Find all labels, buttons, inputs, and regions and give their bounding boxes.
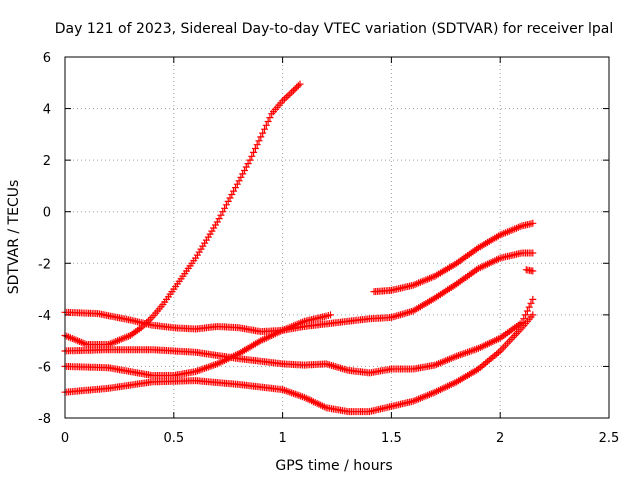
x-tick-label: 0.5 [163, 431, 184, 446]
chart-title: Day 121 of 2023, Sidereal Day-to-day VTE… [55, 21, 613, 37]
x-tick-label: 1 [278, 431, 286, 446]
y-tick-label: 0 [43, 206, 51, 221]
x-axis-label: GPS time / hours [275, 458, 392, 474]
y-tick-label: 4 [43, 103, 51, 118]
plot-frame [64, 56, 610, 419]
tick-labels: 0 0.5 1 1.5 2 2.5 -8 -6 -4 -2 0 2 4 6 [38, 51, 619, 446]
x-tick-label: 0 [61, 431, 69, 446]
y-axis-label: SDTVAR / TECUs [6, 180, 22, 295]
y-tick-label: -4 [38, 309, 51, 324]
series-middle-band [61, 295, 537, 377]
data-series [61, 80, 537, 416]
series-late-arc [370, 219, 537, 296]
x-tick-label: 2 [496, 431, 504, 446]
series-rising-arc [61, 80, 304, 348]
y-tick-label: -6 [38, 360, 51, 375]
x-tick-label: 1.5 [381, 431, 402, 446]
y-tick-label: -8 [38, 412, 51, 427]
series-markers [522, 266, 537, 275]
series-lower-rising-band [61, 311, 334, 379]
series-short-segment [522, 266, 537, 275]
y-tick-label: 2 [43, 154, 51, 169]
y-tick-label: -2 [38, 257, 51, 272]
series-markers [61, 295, 537, 377]
series-markers [61, 80, 304, 348]
series-markers [370, 219, 537, 296]
x-tick-label: 2.5 [599, 431, 620, 446]
series-markers [61, 311, 334, 379]
y-tick-label: 6 [43, 51, 51, 66]
